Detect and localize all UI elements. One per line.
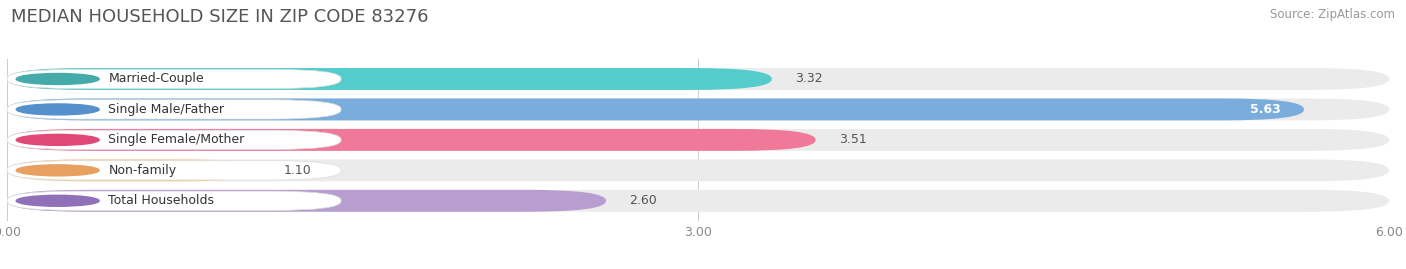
Text: Married-Couple: Married-Couple	[108, 72, 204, 86]
Text: 3.51: 3.51	[838, 133, 866, 146]
FancyBboxPatch shape	[7, 69, 342, 89]
FancyBboxPatch shape	[7, 98, 1389, 121]
Circle shape	[17, 73, 100, 84]
Text: Non-family: Non-family	[108, 164, 177, 177]
FancyBboxPatch shape	[7, 68, 772, 90]
Circle shape	[17, 104, 100, 115]
FancyBboxPatch shape	[7, 191, 342, 210]
Circle shape	[17, 195, 100, 206]
Text: MEDIAN HOUSEHOLD SIZE IN ZIP CODE 83276: MEDIAN HOUSEHOLD SIZE IN ZIP CODE 83276	[11, 8, 429, 26]
FancyBboxPatch shape	[7, 190, 1389, 212]
FancyBboxPatch shape	[7, 68, 1389, 90]
FancyBboxPatch shape	[7, 129, 815, 151]
Text: 2.60: 2.60	[628, 194, 657, 207]
Text: Source: ZipAtlas.com: Source: ZipAtlas.com	[1270, 8, 1395, 21]
Text: Total Households: Total Households	[108, 194, 214, 207]
Text: Single Female/Mother: Single Female/Mother	[108, 133, 245, 146]
FancyBboxPatch shape	[7, 190, 606, 212]
FancyBboxPatch shape	[7, 159, 1389, 181]
Text: 5.63: 5.63	[1250, 103, 1281, 116]
FancyBboxPatch shape	[7, 130, 342, 150]
Text: 1.10: 1.10	[284, 164, 311, 177]
Text: Single Male/Father: Single Male/Father	[108, 103, 225, 116]
Text: 3.32: 3.32	[794, 72, 823, 86]
FancyBboxPatch shape	[7, 159, 260, 181]
Circle shape	[17, 134, 100, 145]
FancyBboxPatch shape	[7, 161, 342, 180]
FancyBboxPatch shape	[7, 100, 342, 119]
FancyBboxPatch shape	[7, 129, 1389, 151]
Circle shape	[17, 165, 100, 176]
FancyBboxPatch shape	[7, 98, 1303, 121]
